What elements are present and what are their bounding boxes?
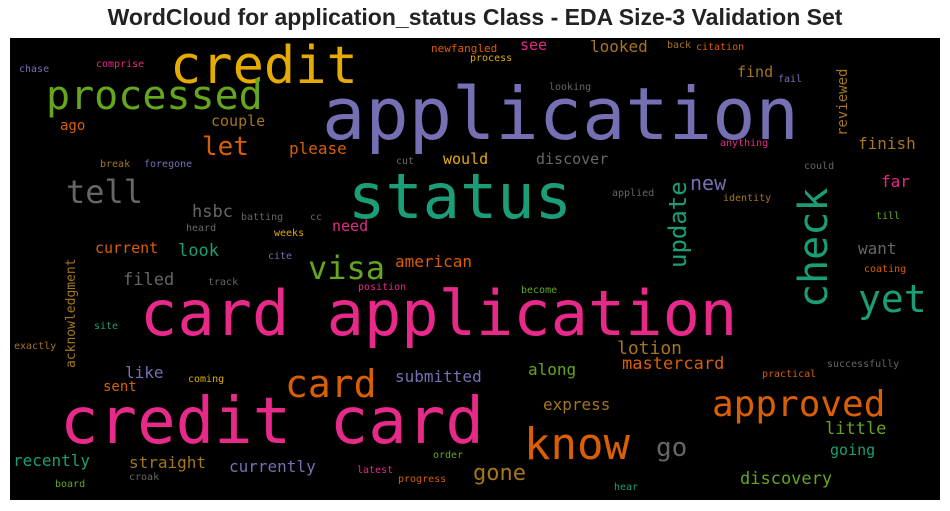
word-would: would <box>443 150 489 168</box>
word-become: become <box>521 285 558 296</box>
word-cc: cc <box>310 212 323 223</box>
word-discover: discover <box>536 150 609 168</box>
word-card-application: card application <box>140 277 738 350</box>
word-new: new <box>690 171 727 195</box>
word-discovery: discovery <box>740 469 833 489</box>
word-weeks: weeks <box>274 228 305 239</box>
word-progress: progress <box>398 474 447 485</box>
word-gone: gone <box>473 461 526 486</box>
word-latest: latest <box>357 465 394 476</box>
word-finish: finish <box>858 134 916 153</box>
word-newfangled: newfangled <box>431 42 498 55</box>
word-need: need <box>332 217 369 235</box>
word-site: site <box>94 321 119 332</box>
word-process: process <box>470 53 513 64</box>
word-going: going <box>830 441 876 459</box>
word-credit-card: credit card <box>60 385 484 459</box>
word-current: current <box>95 239 159 257</box>
word-comprise: comprise <box>96 59 145 70</box>
word-yet: yet <box>858 277 927 321</box>
word-anything: anything <box>720 138 769 149</box>
word-citation: citation <box>696 42 745 53</box>
word-see: see <box>520 38 548 54</box>
word-recently: recently <box>13 451 91 470</box>
word-visa: visa <box>308 249 386 287</box>
chart-title: WordCloud for application_status Class -… <box>107 4 843 30</box>
word-fail: fail <box>778 74 803 85</box>
word-back: back <box>667 40 692 51</box>
word-batting: batting <box>241 212 284 223</box>
word-express: express <box>543 395 611 414</box>
word-coating: coating <box>864 264 907 275</box>
word-coming: coming <box>188 374 225 385</box>
word-break: break <box>100 159 131 170</box>
word-currently: currently <box>229 457 316 476</box>
word-looked: looked <box>590 38 648 56</box>
word-looking: looking <box>549 82 592 93</box>
word-status: status <box>348 160 572 233</box>
word-check: check <box>791 187 837 308</box>
word-american: american <box>395 252 473 271</box>
word-submitted: submitted <box>395 367 482 386</box>
word-tell: tell <box>66 173 144 211</box>
word-could: could <box>804 161 835 172</box>
word-applied: applied <box>612 188 655 199</box>
word-filed: filed <box>123 270 175 290</box>
word-card: card <box>285 362 377 406</box>
word-cite: cite <box>268 251 293 262</box>
word-lotion: lotion <box>617 338 683 359</box>
word-heard: heard <box>186 223 217 234</box>
word-like: like <box>125 363 164 382</box>
word-position: position <box>358 282 407 293</box>
word-let: let <box>202 132 249 162</box>
word-hsbc: hsbc <box>192 202 233 222</box>
word-couple: couple <box>211 112 266 130</box>
word-cut: cut <box>396 156 415 167</box>
word-foregone: foregone <box>144 159 193 170</box>
word-application: application <box>322 72 799 156</box>
word-cloud-canvas: card application application credit card… <box>10 38 940 500</box>
word-identity: identity <box>723 193 772 204</box>
word-find: find <box>737 63 774 81</box>
word-look: look <box>178 241 219 261</box>
word-reviewed: reviewed <box>835 68 851 136</box>
word-till: till <box>876 211 901 222</box>
word-processed: processed <box>46 73 263 119</box>
word-order: order <box>433 450 464 461</box>
word-acknowledgment: acknowledgment <box>64 258 79 368</box>
word-want: want <box>858 239 897 258</box>
word-straight: straight <box>129 453 207 472</box>
word-mastercard: mastercard <box>622 354 725 374</box>
word-go: go <box>656 433 688 463</box>
word-approved: approved <box>712 384 886 425</box>
word-sent: sent <box>103 379 137 395</box>
word-hear: hear <box>614 482 639 493</box>
word-know: know <box>524 419 630 470</box>
word-little: little <box>825 419 887 439</box>
word-ago: ago <box>60 118 86 134</box>
word-board: board <box>55 479 86 490</box>
word-exactly: exactly <box>14 341 57 352</box>
word-practical: practical <box>762 369 817 380</box>
word-chase: chase <box>19 64 50 75</box>
word-update: update <box>664 181 692 268</box>
word-along: along <box>528 360 577 379</box>
word-credit: credit <box>170 38 358 96</box>
word-please: please <box>289 139 347 158</box>
word-far: far <box>881 172 910 191</box>
word-successfully: successfully <box>827 359 900 370</box>
word-croak: croak <box>129 472 160 483</box>
word-track: track <box>208 277 239 288</box>
